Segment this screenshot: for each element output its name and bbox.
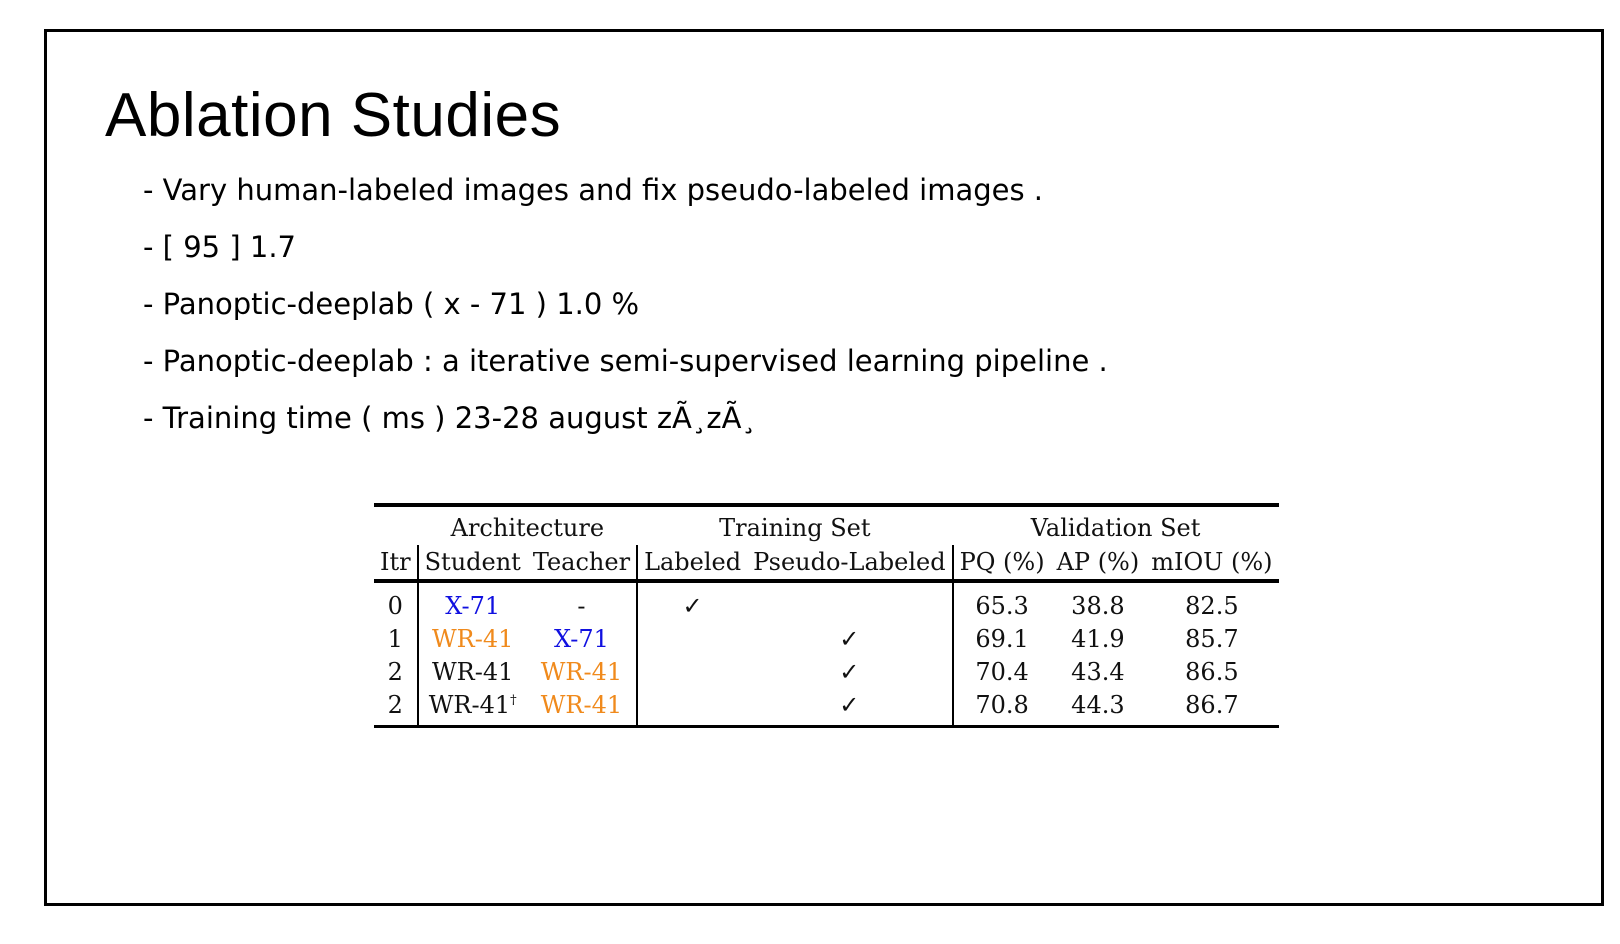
cell-student: WR-41 — [416, 655, 527, 688]
cell-miou: 86.7 — [1185, 690, 1239, 719]
bullet-item: - Vary human-labeled images and fix pseu… — [143, 173, 1044, 207]
cell-pq: 65.3 — [951, 581, 1051, 622]
cell-labeled — [636, 622, 748, 655]
dagger-mark: † — [510, 692, 517, 708]
cell-itr: 1 — [387, 624, 403, 653]
cell-labeled: ✓ — [636, 581, 748, 622]
cell-pseudo-labeled: ✓ — [839, 624, 860, 653]
header-architecture: Architecture — [450, 514, 605, 542]
cell-pq: 70.4 — [951, 655, 1051, 688]
cell-miou: 85.7 — [1185, 624, 1239, 653]
cell-teacher: WR-41 — [540, 657, 623, 686]
cell-ap: 44.3 — [1071, 690, 1125, 719]
cell-student: X-71 — [416, 581, 527, 622]
bullet-item: - Panoptic-deeplab : a iterative semi-su… — [143, 344, 1108, 378]
table-row: 0 X-71 - ✓ 65.3 38.8 82.5 — [374, 581, 1279, 622]
ablation-table-container: Architecture Training Set Validation Set… — [374, 503, 1279, 728]
slide: Ablation Studies - Vary human-labeled im… — [44, 29, 1604, 906]
table-body: 0 X-71- ✓ 65.3 38.8 82.5 1 WR-41 X-71 ✓ 69.1 41.9 85… — [374, 581, 1279, 727]
bullet-item: - Training time ( ms ) 23-28 august zÃ¸z… — [143, 401, 756, 435]
col-pq: PQ (%) — [951, 545, 1051, 583]
header-validation-set: Validation Set — [1030, 514, 1201, 542]
header-training-set: Training Set — [719, 514, 871, 542]
bullet-item: - [ 95 ] 1.7 — [143, 230, 296, 264]
table-row: 1 WR-41 X-71 ✓ 69.1 41.9 85.7 — [374, 622, 1279, 655]
cell-itr: 0 — [387, 591, 403, 620]
col-miou: mIOU (%) — [1145, 545, 1279, 583]
col-student: Student — [416, 545, 527, 583]
cell-miou: 86.5 — [1185, 657, 1239, 686]
cell-student: WR-41 — [416, 622, 527, 655]
cell-ap: 43.4 — [1071, 657, 1125, 686]
cell-ap: 38.8 — [1071, 591, 1125, 620]
cell-ap: 41.9 — [1071, 624, 1125, 653]
table-row: 2 WR-41 WR-41 ✓ 70.4 43.4 86.5 — [374, 655, 1279, 688]
col-teacher: Teacher — [526, 545, 638, 583]
slide-title: Ablation Studies — [105, 81, 562, 150]
cell-teacher: - — [577, 591, 586, 620]
table-group-header-row: Architecture Training Set Validation Set — [374, 505, 1279, 545]
cell-itr: 2 — [387, 657, 403, 686]
col-labeled: Labeled — [636, 545, 748, 583]
cell-pq: 70.8 — [951, 688, 1051, 727]
col-itr: Itr — [374, 545, 418, 583]
cell-labeled — [636, 655, 748, 688]
cell-pq: 69.1 — [951, 622, 1051, 655]
cell-pseudo-labeled: ✓ — [839, 690, 860, 719]
bullet-list: - Vary human-labeled images and fix pseu… — [143, 170, 1108, 455]
cell-labeled — [636, 688, 748, 727]
table-row: 2 WR-41† WR-41 ✓ 70.8 44.3 86.7 — [374, 688, 1279, 727]
cell-teacher: WR-41 — [540, 690, 623, 719]
table-column-header-row: Itr Student Teacher Labeled Pseudo-Label… — [374, 545, 1279, 583]
bullet-item: - Panoptic-deeplab ( x - 71 ) 1.0 % — [143, 287, 640, 321]
cell-pseudo-labeled — [747, 581, 952, 622]
cell-miou: 82.5 — [1185, 591, 1239, 620]
col-ap: AP (%) — [1050, 545, 1146, 583]
cell-itr: 2 — [387, 690, 403, 719]
cell-student: WR-41† — [416, 688, 527, 727]
cell-teacher: X-71 — [554, 624, 609, 653]
col-pseudo-labeled: Pseudo-Labeled — [747, 545, 953, 583]
cell-pseudo-labeled: ✓ — [839, 657, 860, 686]
ablation-table: Architecture Training Set Validation Set… — [374, 503, 1279, 728]
